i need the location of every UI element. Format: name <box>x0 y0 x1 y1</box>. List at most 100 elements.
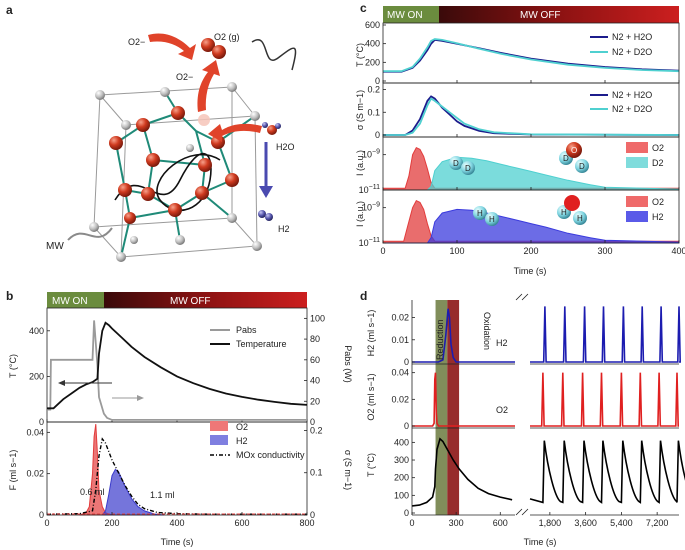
d-temperature-seg2 <box>529 440 685 504</box>
d2-molecule-icon: D D <box>449 156 475 175</box>
o2-minus-top-label: O2− <box>128 37 145 47</box>
d-axis-break <box>515 508 529 516</box>
c-legend-d-d2: D2 <box>652 158 664 168</box>
svg-text:D: D <box>453 159 459 168</box>
c-ms_H2-x-tick-label: 400 <box>671 246 685 256</box>
c-banner-on <box>383 6 439 23</box>
b-bottom-plot: 0 0.02 0.04 0 0.1 0.2 0 200 400 600 800 <box>26 421 323 528</box>
b-top-yright-tick-label: 80 <box>310 334 320 344</box>
c-ylabel-temperature: T (°C) <box>355 43 365 67</box>
c-legend-d-o2-swatch <box>626 142 648 153</box>
d-H2-seg2 <box>530 306 682 363</box>
d-seg1-x-tick-label: 300 <box>449 518 464 528</box>
b-top-frame <box>46 307 308 423</box>
b-series-conductivity <box>46 437 307 515</box>
d-xlabel: Time (s) <box>524 537 557 547</box>
c-ms_H2-ytick-exp: −11 <box>369 237 380 244</box>
b-legend-pabs: Pabs <box>236 325 257 335</box>
c-legend-h-h2: H2 <box>652 212 664 222</box>
h2-molecule-icon: H H <box>473 206 499 226</box>
h2-molecule <box>258 210 273 221</box>
b-legend-o2: O2 <box>236 422 248 432</box>
d-oxidation-label: Oxidation <box>482 312 492 350</box>
panel-c-label: c <box>360 1 367 15</box>
b-arrow-right-icon <box>137 395 144 401</box>
d-temperature-y-tick-label: 200 <box>394 473 409 483</box>
svg-text:D: D <box>579 162 585 171</box>
mw-label: MW <box>46 241 64 252</box>
b-top-plot: 0 200 400 0 20 40 60 80 100 <box>29 307 325 427</box>
b-bottom-frame <box>46 421 308 516</box>
b-bot-x-tick-label: 400 <box>169 518 184 528</box>
panel-d-label: d <box>360 289 367 303</box>
b-legend-temp: Temperature <box>236 339 287 349</box>
cation-atoms <box>89 82 262 262</box>
d-O2-y-tick-label: 0 <box>404 421 409 431</box>
d-O2-seg1 <box>412 372 515 427</box>
c-temperature-y-tick-label: 400 <box>365 39 380 49</box>
d-temperature-y-tick-label: 100 <box>394 490 409 500</box>
d-o2-trace-label: O2 <box>496 405 508 415</box>
c-ms_D2-ytick-exp: −9 <box>372 149 380 156</box>
d-seg1-x-tick-label: 600 <box>493 518 508 528</box>
b-banner-off-text: MW OFF <box>170 296 211 307</box>
b-bot-yright-tick-label: 0.1 <box>310 468 323 478</box>
c-conductivity-y-tick-label: 0.1 <box>367 107 380 117</box>
b-series-temperature <box>47 321 308 410</box>
b-top-yright-tick-label: 100 <box>310 313 325 323</box>
o2-gas-label: O2 (g) <box>214 32 240 42</box>
b-bot-yleft-tick-label: 0.04 <box>26 427 44 437</box>
d-ylabel-t: T (°C) <box>366 453 376 477</box>
h2o-label: H2O <box>276 142 295 152</box>
h2-label: H2 <box>278 224 290 234</box>
d-oxidation-span <box>447 300 460 515</box>
c-legend-s-h2o: N2 + H2O <box>612 90 652 100</box>
c-conductivity-y-tick-label: 0.2 <box>367 85 380 95</box>
b-arrow-left-icon <box>58 380 65 386</box>
svg-text:H: H <box>477 209 483 218</box>
b-bot-x-tick-label: 200 <box>104 518 119 528</box>
c-legend-h-o2-swatch <box>626 196 648 207</box>
b-top-yleft-tick-label: 400 <box>29 326 44 336</box>
c-xlabel: Time (s) <box>514 266 547 276</box>
c-banner-off <box>439 6 679 23</box>
panel-c-chart: c MW ON MW OFF 0 200 400 600 0 0.1 0.2 10−11 10−… <box>355 1 685 276</box>
b-legend-o2-swatch <box>210 421 228 431</box>
c-ms_H2-x-tick-label: 300 <box>597 246 612 256</box>
b-ylabel-sigma: σ (S m−1) <box>343 450 353 490</box>
c-legend-h-o2: O2 <box>652 197 664 207</box>
b-xlabel: Time (s) <box>161 537 194 547</box>
b-bot-yleft-tick-label: 0.02 <box>26 469 44 479</box>
d-H2-seg1 <box>412 308 515 363</box>
d-seg1-x-tick-label: 0 <box>409 518 414 528</box>
c-ylabel-intensity-h: I (a.u.) <box>355 201 365 227</box>
c-temperature-series <box>383 38 680 73</box>
b-top-yright-tick-label: 60 <box>310 355 320 365</box>
b-legend-cond: MOx conductivity <box>236 450 305 460</box>
o2-release-arrow <box>148 33 196 60</box>
b-legend-h2-swatch <box>210 435 228 445</box>
c-temperature-y-tick-label: 0 <box>375 76 380 86</box>
c-ms_D2-ytick-label: 10−11 <box>359 184 380 195</box>
svg-text:D: D <box>465 164 471 173</box>
c-conductivity-series <box>383 95 680 136</box>
c-temperature-y-tick-label: 200 <box>365 57 380 67</box>
c-ms_H2-x-tick-label: 0 <box>380 246 385 256</box>
b-banner-on <box>47 292 104 308</box>
c-legend-t-d2o: N2 + D2O <box>612 47 652 57</box>
o2-minus-mid-label: O2− <box>176 72 193 82</box>
d-H2-y-tick-label: 0 <box>404 357 409 367</box>
c-ms_H2-x-tick-label: 100 <box>449 246 464 256</box>
panel-b-label: b <box>6 289 13 303</box>
d-temperature-y-tick-label: 300 <box>394 455 409 465</box>
svg-text:H: H <box>577 214 583 223</box>
d-seg2-x-tick-label: 3,600 <box>574 518 597 528</box>
c-legend-d-d2-swatch <box>626 157 648 168</box>
b-bot-yright-tick-label: 0 <box>310 510 315 520</box>
d-h2-trace-label: H2 <box>496 338 508 348</box>
b-top-yright-tick-label: 20 <box>310 396 320 406</box>
c-subplots: 0 200 400 600 0 0.1 0.2 10−11 10−9 10−11 10−9 0 100 2… <box>359 20 685 256</box>
